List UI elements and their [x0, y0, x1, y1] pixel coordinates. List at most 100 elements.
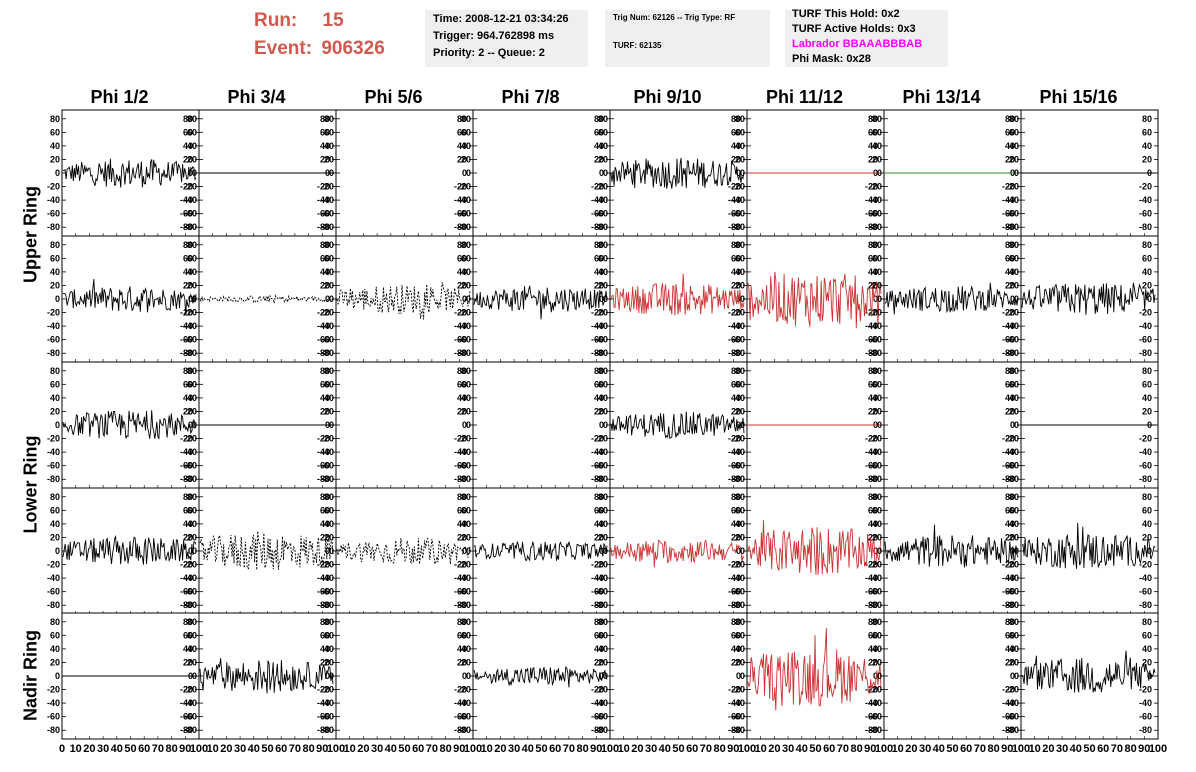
y-tick-label-left: 0: [603, 671, 608, 681]
x-tick-label: 100: [875, 743, 893, 755]
y-tick-label-right: 20: [183, 532, 193, 542]
y-tick-label-left: -20: [732, 685, 745, 695]
y-tick-label-left: 60: [735, 127, 745, 137]
y-tick-label-left: -40: [869, 321, 882, 331]
timing-info-box: [425, 10, 588, 67]
y-tick-label-left: -80: [184, 725, 197, 735]
y-tick-label-left: -60: [458, 587, 471, 597]
y-tick-label-left: -60: [1006, 335, 1019, 345]
y-tick-label-right: 40: [320, 393, 330, 403]
y-tick-label-right: 20: [183, 657, 193, 667]
y-tick-label-left: 80: [461, 617, 471, 627]
y-tick-label-right: 60: [457, 630, 467, 640]
panel-frame: [883, 361, 1022, 489]
y-tick-label-left: 80: [187, 114, 197, 124]
y-tick-label-left: 20: [324, 532, 334, 542]
y-tick-label-left: 80: [324, 492, 334, 502]
y-tick-label-left: -40: [184, 195, 197, 205]
y-tick-label-left: 80: [461, 114, 471, 124]
y-tick-label-left: 20: [735, 406, 745, 416]
y-tick-label-left: -60: [184, 461, 197, 471]
y-tick-label-right: -40: [865, 698, 878, 708]
y-tick-label-left: 20: [1009, 532, 1019, 542]
y-tick-label-right: -40: [591, 321, 604, 331]
y-tick-label-left: -60: [1006, 587, 1019, 597]
y-tick-label-right: 20: [1005, 154, 1015, 164]
y-tick-label-left: -40: [184, 321, 197, 331]
y-tick-label-left: 60: [1009, 127, 1019, 137]
y-tick-label-left: 20: [461, 154, 471, 164]
y-tick-label-right: 20: [457, 154, 467, 164]
y-tick-label-right: 60: [320, 253, 330, 263]
y-tick-label-right: 60: [1142, 253, 1152, 263]
y-tick-label-left: 0: [877, 546, 882, 556]
y-tick-label-left: -80: [732, 348, 745, 358]
y-tick-label-left: -80: [184, 474, 197, 484]
y-tick-label-right: -80: [728, 725, 741, 735]
y-tick-label-right: -60: [591, 209, 604, 219]
x-tick-label: 50: [1083, 743, 1095, 755]
y-tick-label-left: -40: [869, 573, 882, 583]
y-tick-label-left: 40: [187, 644, 197, 654]
waveform-trace: [336, 282, 471, 320]
y-tick-label-left: 0: [329, 546, 334, 556]
y-tick-label-left: -80: [321, 348, 334, 358]
waveform-trace: [610, 157, 745, 189]
y-tick-label-right: 80: [1142, 114, 1152, 124]
y-tick-label-left: -80: [869, 474, 882, 484]
y-tick-label-right: -40: [728, 698, 741, 708]
waveform-trace: [62, 158, 197, 188]
x-tick-label: 50: [809, 743, 821, 755]
y-tick-label-right: 80: [1005, 240, 1015, 250]
y-tick-label-right: 80: [594, 240, 604, 250]
y-tick-label-right: -20: [728, 434, 741, 444]
x-tick-label: 30: [97, 743, 109, 755]
x-tick-label: 50: [124, 743, 136, 755]
y-tick-label-right: -60: [454, 335, 467, 345]
y-tick-label-right: 60: [1005, 630, 1015, 640]
y-tick-label-right: 60: [868, 379, 878, 389]
y-tick-label-right: -20: [591, 182, 604, 192]
y-tick-label-left: -40: [47, 447, 60, 457]
y-tick-label-right: -60: [454, 209, 467, 219]
x-tick-label: 20: [1042, 743, 1054, 755]
y-tick-label-left: 20: [324, 280, 334, 290]
x-tick-label: 70: [700, 743, 712, 755]
y-tick-label-left: 40: [324, 267, 334, 277]
y-tick-label-right: 20: [594, 154, 604, 164]
y-tick-label-left: -60: [47, 587, 60, 597]
y-tick-label-right: 60: [1005, 127, 1015, 137]
y-tick-label-right: -80: [180, 600, 193, 610]
waveform-trace: [610, 539, 745, 568]
y-tick-label-left: -80: [732, 725, 745, 735]
y-tick-label-right: 60: [594, 127, 604, 137]
y-tick-label-left: 40: [50, 393, 60, 403]
y-tick-label-right: 0: [873, 294, 878, 304]
y-tick-label-right: -60: [865, 587, 878, 597]
x-tick-label: 20: [494, 743, 506, 755]
x-tick-label: 60: [960, 743, 972, 755]
x-tick-label: 10: [892, 743, 904, 755]
y-tick-label-left: 60: [187, 630, 197, 640]
y-tick-label-left: 20: [187, 406, 197, 416]
y-tick-label-right: 80: [457, 492, 467, 502]
y-tick-label-right: 20: [868, 532, 878, 542]
y-tick-label-right: -40: [728, 195, 741, 205]
y-tick-label-left: 20: [1009, 406, 1019, 416]
x-tick-label: 50: [398, 743, 410, 755]
y-tick-label-right: 20: [320, 657, 330, 667]
y-tick-label-right: 80: [457, 240, 467, 250]
y-tick-label-right: 60: [1142, 630, 1152, 640]
y-tick-label-right: -40: [1139, 447, 1152, 457]
y-tick-label-left: 20: [598, 657, 608, 667]
y-tick-label-right: 80: [1005, 492, 1015, 502]
y-tick-label-left: -60: [458, 335, 471, 345]
x-tick-label: 70: [837, 743, 849, 755]
